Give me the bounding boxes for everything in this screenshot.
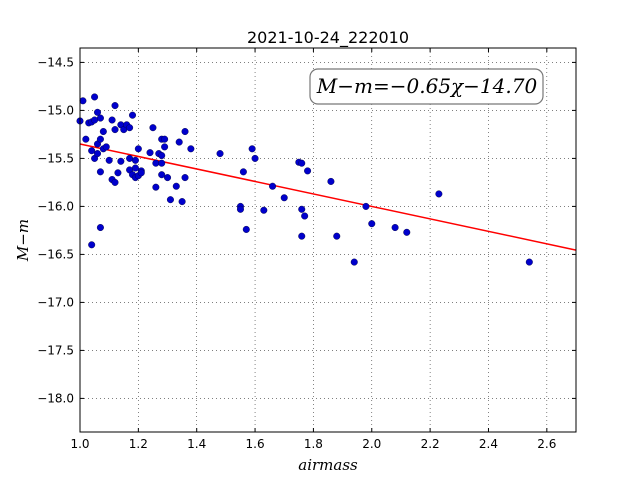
data-point <box>525 258 533 266</box>
y-tick-label: −17.5 <box>37 343 74 357</box>
data-point <box>362 202 370 210</box>
data-point <box>166 196 174 204</box>
data-point <box>117 157 125 165</box>
axis-ticks <box>79 48 576 432</box>
x-tick-label: 2.4 <box>479 437 498 451</box>
data-points <box>76 93 533 266</box>
data-point <box>126 124 134 132</box>
data-point <box>158 152 166 160</box>
data-point <box>111 178 119 186</box>
data-point <box>88 147 96 155</box>
data-point <box>304 167 312 175</box>
data-point <box>152 159 160 167</box>
data-point <box>146 149 154 157</box>
data-point <box>158 171 166 179</box>
data-point <box>94 108 102 116</box>
y-tick-label: −16.5 <box>37 247 74 261</box>
data-point <box>181 174 189 182</box>
data-point <box>79 97 87 105</box>
data-point <box>298 205 306 213</box>
x-axis-label: airmass <box>298 456 358 474</box>
x-tick-label: 1.6 <box>246 437 265 451</box>
data-point <box>94 150 102 158</box>
data-point <box>161 135 169 143</box>
y-tick-label: −16.0 <box>37 199 74 213</box>
y-tick-label: −15.0 <box>37 103 74 117</box>
data-point <box>158 159 166 167</box>
data-point <box>172 182 180 190</box>
data-point <box>96 135 104 143</box>
data-point <box>102 143 110 151</box>
data-point <box>269 182 277 190</box>
data-point <box>105 156 113 164</box>
data-point <box>178 198 186 206</box>
data-point <box>251 154 259 162</box>
data-point <box>114 169 122 177</box>
plot-frame <box>79 47 577 433</box>
data-point <box>236 205 244 213</box>
data-point <box>435 190 443 198</box>
data-point <box>152 183 160 191</box>
x-tick-label: 2.0 <box>362 437 381 451</box>
data-point <box>298 159 306 167</box>
data-point <box>82 135 90 143</box>
data-point <box>108 116 116 124</box>
data-point <box>164 174 172 182</box>
x-tick-label: 2.6 <box>537 437 556 451</box>
data-point <box>403 228 411 236</box>
y-tick-label: −14.5 <box>37 55 74 69</box>
annotation-text: M−m=−0.65χ−14.70 <box>316 74 538 98</box>
grid <box>79 48 576 432</box>
data-point <box>333 232 341 240</box>
data-point <box>298 232 306 240</box>
y-axis-label: M−m <box>14 219 32 262</box>
data-point <box>391 224 399 232</box>
data-point <box>99 128 107 136</box>
data-point <box>131 156 139 164</box>
x-tick-labels: 1.0 1.2 1.4 1.6 1.8 2.0 2.2 2.4 2.6 <box>70 437 556 451</box>
data-point <box>350 258 358 266</box>
annotation-box <box>309 68 544 105</box>
data-point <box>216 150 224 158</box>
data-point <box>111 126 119 134</box>
x-tick-label: 1.4 <box>187 437 206 451</box>
data-point <box>327 177 335 185</box>
y-tick-labels: −14.5 −15.0 −15.5 −16.0 −16.5 −17.0 −17.5 −18.0 <box>37 55 74 405</box>
data-point <box>91 116 99 124</box>
y-tick-label: −17.0 <box>37 295 74 309</box>
data-point <box>301 212 309 220</box>
x-tick-label: 1.2 <box>129 437 148 451</box>
chart-title: 2021-10-24_222010 <box>247 28 409 48</box>
x-tick-label: 2.2 <box>421 437 440 451</box>
data-point <box>242 225 250 233</box>
data-point <box>368 220 376 228</box>
data-point <box>260 206 268 214</box>
x-tick-label: 1.8 <box>304 437 323 451</box>
data-point <box>96 224 104 232</box>
data-point <box>161 143 169 151</box>
data-point <box>248 145 256 153</box>
data-point <box>187 145 195 153</box>
data-point <box>175 138 183 146</box>
data-point <box>111 102 119 110</box>
data-point <box>88 241 96 249</box>
data-point <box>134 145 142 153</box>
y-tick-label: −15.5 <box>37 151 74 165</box>
data-point <box>131 164 139 172</box>
data-point <box>91 93 99 101</box>
data-point <box>129 111 137 119</box>
x-tick-label: 1.0 <box>70 437 89 451</box>
fit-annotation: M−m=−0.65χ−14.70 <box>309 68 544 105</box>
data-point <box>96 114 104 122</box>
data-point <box>280 194 288 202</box>
data-point <box>149 124 157 132</box>
data-point <box>137 169 145 177</box>
data-point <box>181 128 189 136</box>
y-tick-label: −18.0 <box>37 391 74 405</box>
data-point <box>126 154 134 162</box>
data-point <box>96 168 104 176</box>
data-point <box>239 168 247 176</box>
